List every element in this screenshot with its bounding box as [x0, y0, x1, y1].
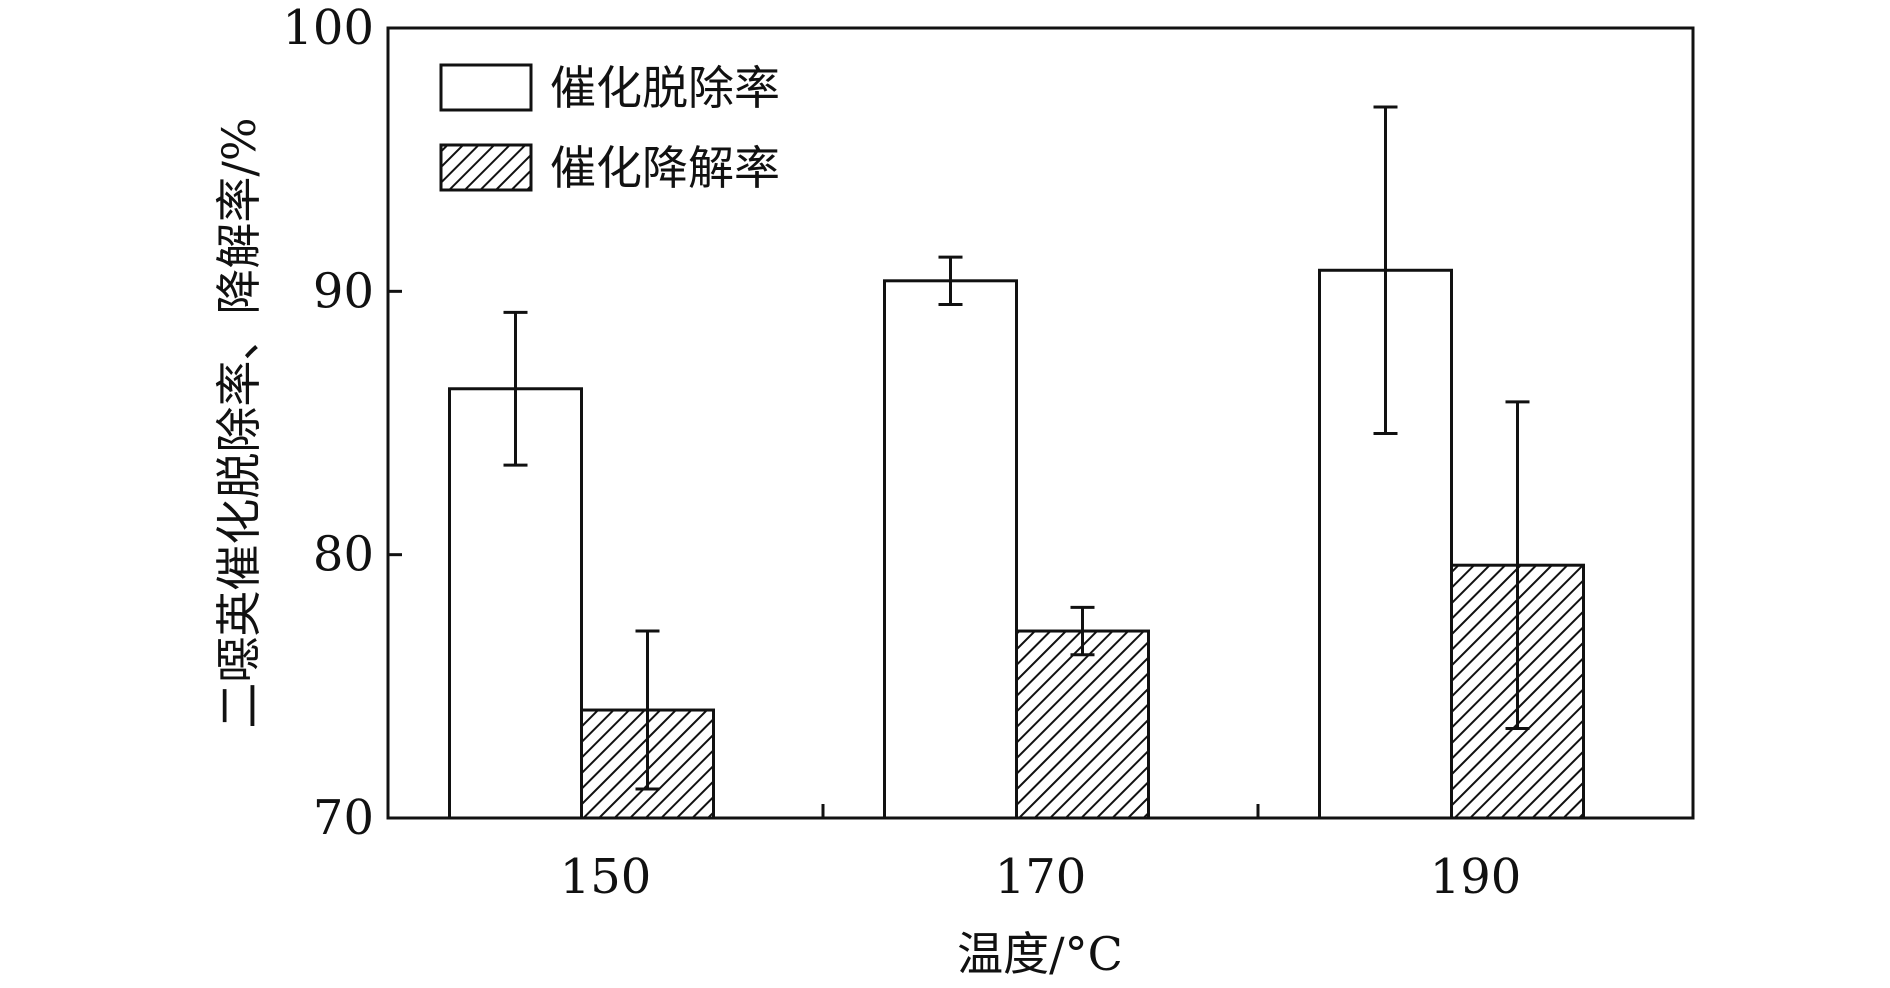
x-tick-label-170: 170 — [995, 849, 1087, 905]
bars-layer — [448, 268, 1585, 820]
y-tick-label-70: 70 — [313, 790, 374, 846]
plot-frame — [386, 26, 1695, 820]
y-tick-label-80: 80 — [313, 527, 374, 583]
bar-series1-170 — [883, 279, 1018, 820]
legend-label-degradation: 催化降解率 — [550, 141, 780, 195]
y-tick-label-100: 100 — [282, 0, 374, 56]
axis-layer: 150 170 190 70 80 90 100 — [282, 0, 1521, 905]
y-axis-label: 二噁英催化脱除率、降解率/% — [212, 117, 266, 728]
x-tick-label-190: 190 — [1430, 849, 1522, 905]
y-tick-label-90: 90 — [313, 263, 374, 319]
x-tick-label-150: 150 — [560, 849, 652, 905]
bar-series2-170 — [1015, 629, 1150, 820]
legend-swatch-removal — [439, 63, 533, 112]
error-bars-layer — [503, 105, 1530, 791]
x-axis-label: 温度/°C — [957, 927, 1123, 981]
legend-swatch-degradation — [439, 143, 533, 192]
legend: 催化脱除率 催化降解率 — [439, 61, 780, 195]
legend-label-removal: 催化脱除率 — [550, 61, 780, 115]
